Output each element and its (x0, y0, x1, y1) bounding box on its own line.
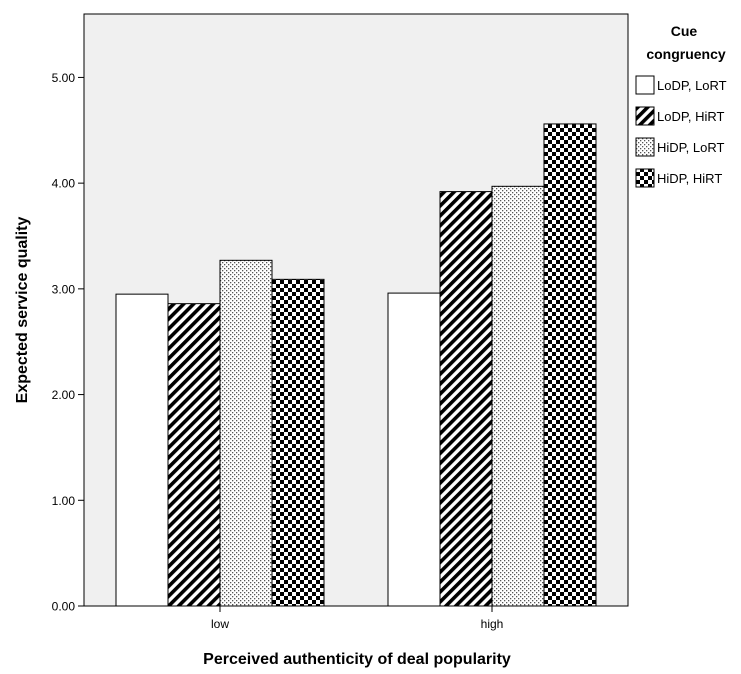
bar-hidp-hirt-low (271, 278, 325, 607)
y-tick-label: 2.00 (52, 388, 76, 402)
x-axis: low high (84, 605, 628, 631)
y-tick-label: 0.00 (52, 600, 76, 614)
bar-hidp-lort-low (219, 259, 273, 607)
x-axis-label: Perceived authenticity of deal popularit… (203, 651, 511, 668)
y-axis: 0.00 1.00 2.00 3.00 4.00 5.00 (52, 14, 85, 614)
bars-group (115, 123, 597, 607)
bar-lodp-hirt-low (167, 303, 221, 607)
bar-lodp-lort-high (387, 292, 441, 607)
y-tick-label: 1.00 (52, 494, 76, 508)
legend-items: LoDP, LoRT LoDP, HiRT HiDP, LoRT HiDP, HiRT (635, 75, 727, 188)
legend-title-line-1: Cue (671, 23, 698, 39)
legend-swatch-lodp-lort (635, 75, 655, 95)
legend-label: LoDP, LoRT (657, 78, 727, 93)
y-tick-label: 5.00 (52, 71, 76, 85)
bar-hidp-hirt-high (543, 123, 597, 607)
bar-lodp-hirt-high (439, 191, 493, 607)
y-tick-label: 3.00 (52, 282, 76, 296)
y-tick-label: 4.00 (52, 177, 76, 191)
bar-lodp-lort-low (115, 293, 169, 607)
x-tick-label-high: high (481, 617, 504, 631)
x-tick-label-low: low (211, 617, 229, 631)
legend: Cue congruency LoDP, LoRT LoDP, HiRT HiDP,… (635, 23, 727, 188)
y-axis-label: Expected service quality (14, 217, 31, 404)
legend-swatch-lodp-hirt (635, 106, 655, 126)
legend-swatch-hidp-lort (635, 137, 655, 157)
legend-label: HiDP, LoRT (657, 140, 724, 155)
bar-hidp-lort-high (491, 185, 545, 607)
legend-label: HiDP, HiRT (657, 171, 722, 186)
legend-title-line-2: congruency (646, 46, 726, 62)
legend-label: LoDP, HiRT (657, 109, 724, 124)
legend-swatch-hidp-hirt (635, 168, 655, 188)
